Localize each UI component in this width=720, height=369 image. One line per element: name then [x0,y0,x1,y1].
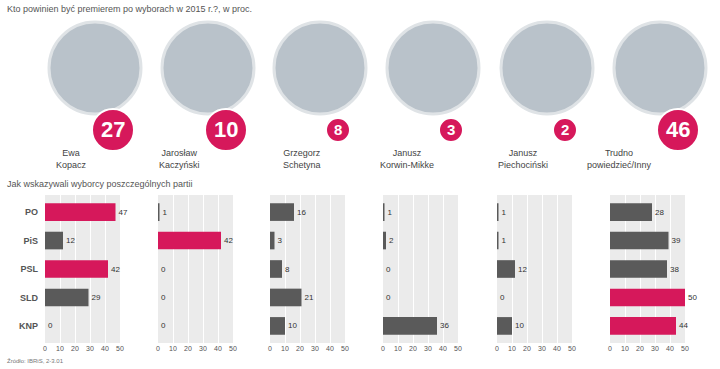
svg-text:20: 20 [523,345,531,352]
svg-text:10: 10 [56,345,64,352]
svg-text:10: 10 [169,345,177,352]
svg-text:30: 30 [538,345,546,352]
svg-text:1: 1 [388,208,393,217]
svg-text:40: 40 [214,345,222,352]
svg-text:21: 21 [305,293,314,302]
svg-text:20: 20 [71,345,79,352]
svg-text:20: 20 [636,345,644,352]
svg-text:30: 30 [651,345,659,352]
svg-text:3: 3 [278,236,283,245]
svg-text:10: 10 [508,345,516,352]
svg-text:1: 1 [163,208,168,217]
svg-text:42: 42 [224,236,233,245]
svg-text:38: 38 [670,265,679,274]
svg-text:50: 50 [341,345,349,352]
svg-text:50: 50 [568,345,576,352]
svg-text:12: 12 [66,236,75,245]
svg-text:0: 0 [381,345,385,352]
svg-text:PiS: PiS [23,236,38,246]
svg-text:PSL: PSL [20,264,38,274]
svg-text:29: 29 [92,293,101,302]
svg-text:40: 40 [666,345,674,352]
svg-text:30: 30 [311,345,319,352]
svg-text:0: 0 [268,345,272,352]
svg-text:40: 40 [439,345,447,352]
svg-text:JanuszPiechociński: JanuszPiechociński [498,148,548,170]
svg-text:0: 0 [386,293,391,302]
svg-text:27: 27 [101,117,125,142]
svg-text:0: 0 [386,265,391,274]
svg-text:JarosławKaczyński: JarosławKaczyński [159,148,200,170]
svg-text:2: 2 [561,121,569,138]
svg-text:50: 50 [454,345,462,352]
svg-text:47: 47 [119,208,128,217]
svg-text:50: 50 [116,345,124,352]
svg-text:30: 30 [424,345,432,352]
svg-text:GrzegorzSchetyna: GrzegorzSchetyna [283,148,321,170]
svg-text:42: 42 [111,265,120,274]
svg-text:20: 20 [409,345,417,352]
svg-text:0: 0 [495,345,499,352]
svg-text:44: 44 [679,321,688,330]
svg-text:Jak wskazywali wyborcy poszcze: Jak wskazywali wyborcy poszczególnych pa… [7,179,193,189]
svg-text:0: 0 [161,265,166,274]
svg-text:1: 1 [502,208,507,217]
svg-text:36: 36 [440,321,449,330]
svg-text:Źródło: IBRiS, 2-3.01: Źródło: IBRiS, 2-3.01 [7,358,64,364]
svg-text:39: 39 [672,236,681,245]
svg-text:0: 0 [161,321,166,330]
svg-text:10: 10 [515,321,524,330]
svg-text:8: 8 [285,265,290,274]
svg-text:10: 10 [288,321,297,330]
svg-text:50: 50 [229,345,237,352]
svg-text:Kto powinien być premierem po: Kto powinien być premierem po wyborach w… [7,4,252,14]
svg-text:10: 10 [394,345,402,352]
svg-text:30: 30 [86,345,94,352]
svg-text:50: 50 [688,293,697,302]
svg-text:30: 30 [199,345,207,352]
svg-text:1: 1 [502,236,507,245]
svg-text:50: 50 [681,345,689,352]
svg-text:0: 0 [156,345,160,352]
svg-text:0: 0 [608,345,612,352]
svg-text:8: 8 [334,121,342,138]
svg-text:10: 10 [281,345,289,352]
svg-text:12: 12 [518,265,527,274]
svg-text:0: 0 [161,293,166,302]
svg-text:40: 40 [326,345,334,352]
svg-text:40: 40 [101,345,109,352]
svg-text:10: 10 [214,117,238,142]
svg-text:16: 16 [297,208,306,217]
svg-text:Trudnopowiedzieć/Inny: Trudnopowiedzieć/Inny [587,148,652,170]
svg-text:SLD: SLD [20,293,39,303]
svg-text:3: 3 [447,121,455,138]
svg-text:JanuszKorwin-Mikke: JanuszKorwin-Mikke [380,148,434,170]
svg-text:EwaKopacz: EwaKopacz [56,148,87,170]
svg-text:40: 40 [553,345,561,352]
svg-text:10: 10 [621,345,629,352]
svg-text:46: 46 [666,117,690,142]
svg-text:20: 20 [296,345,304,352]
svg-text:20: 20 [184,345,192,352]
svg-text:2: 2 [389,236,394,245]
svg-text:0: 0 [48,321,53,330]
svg-text:0: 0 [500,293,505,302]
svg-text:KNP: KNP [19,321,38,331]
svg-text:0: 0 [43,345,47,352]
svg-text:28: 28 [655,208,664,217]
svg-text:PO: PO [25,207,38,217]
